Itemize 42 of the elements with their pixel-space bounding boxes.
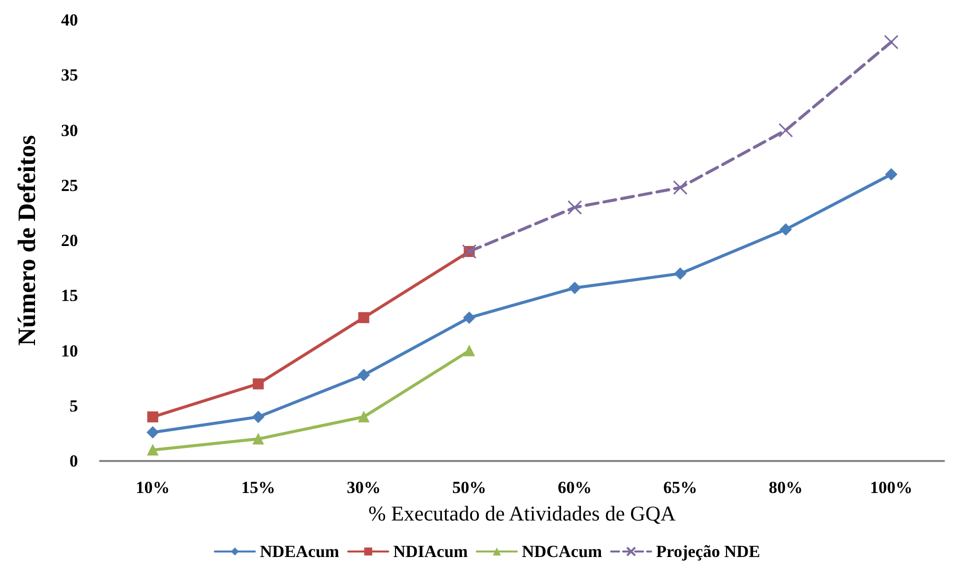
x-axis-title: % Executado de Atividades de GQA <box>368 502 676 526</box>
x-tick-label: 80% <box>768 478 803 497</box>
point <box>358 411 370 422</box>
point <box>252 410 264 423</box>
point <box>674 268 686 280</box>
legend-label: NDIAcum <box>393 542 468 561</box>
point <box>146 426 159 438</box>
point <box>778 123 793 138</box>
y-tick-label: 35 <box>61 66 78 85</box>
y-tick-label: 20 <box>61 231 78 250</box>
legend-label: Projeção NDE <box>656 542 760 561</box>
y-tick-label: 25 <box>61 176 78 195</box>
x-tick-label: 60% <box>558 478 592 497</box>
y-tick-label: 30 <box>61 120 78 140</box>
point <box>673 180 688 195</box>
point <box>780 223 792 236</box>
point <box>464 345 475 356</box>
point <box>147 411 158 422</box>
y-tick-label: 0 <box>70 452 78 470</box>
point <box>252 378 264 390</box>
x-tick-label: 10% <box>136 478 170 497</box>
point <box>147 444 158 456</box>
point <box>463 312 476 324</box>
point <box>568 200 582 215</box>
x-tick-label: 65% <box>663 478 698 497</box>
y-tick-label: 10 <box>61 341 78 360</box>
point <box>252 433 264 444</box>
point <box>568 282 581 294</box>
y-tick-label: 40 <box>61 10 78 30</box>
point <box>885 168 898 180</box>
x-tick-label: 50% <box>452 478 486 497</box>
point <box>884 34 898 50</box>
y-tick-label: 15 <box>61 286 78 306</box>
point <box>358 312 370 324</box>
legend-label: NDCAcum <box>522 542 602 561</box>
y-axis-title: Número de Defeitos <box>14 134 41 346</box>
point <box>358 369 370 382</box>
x-tick-label: 15% <box>241 478 276 497</box>
x-tick-label: 100% <box>870 478 912 497</box>
legend-label: NDEAcum <box>260 542 340 561</box>
y-tick-label: 5 <box>70 396 78 416</box>
x-tick-label: 30% <box>346 478 381 497</box>
